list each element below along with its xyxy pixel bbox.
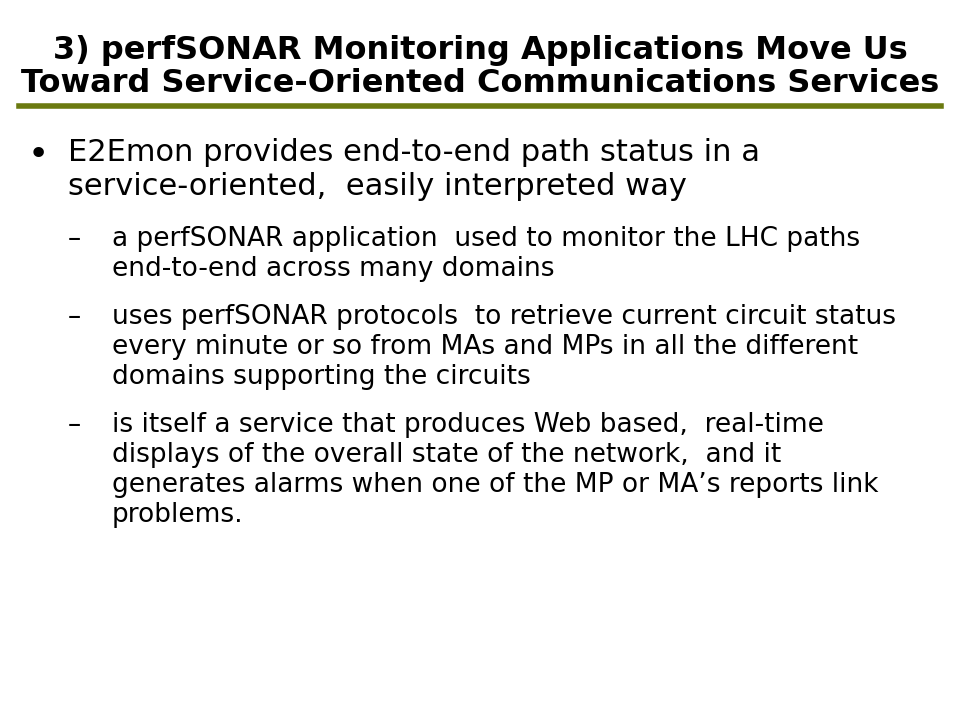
Text: end-to-end across many domains: end-to-end across many domains bbox=[112, 256, 555, 282]
Text: –: – bbox=[68, 226, 82, 252]
Text: E2Emon provides end-to-end path status in a: E2Emon provides end-to-end path status i… bbox=[68, 138, 760, 167]
Text: –: – bbox=[68, 304, 82, 330]
Text: Toward Service-Oriented Communications Services: Toward Service-Oriented Communications S… bbox=[21, 68, 939, 99]
Text: displays of the overall state of the network,  and it: displays of the overall state of the net… bbox=[112, 442, 781, 468]
Text: •: • bbox=[28, 138, 49, 172]
Text: 3) perfSONAR Monitoring Applications Move Us: 3) perfSONAR Monitoring Applications Mov… bbox=[53, 35, 907, 66]
Text: a perfSONAR application  used to monitor the LHC paths: a perfSONAR application used to monitor … bbox=[112, 226, 860, 252]
Text: –: – bbox=[68, 412, 82, 438]
Text: uses perfSONAR protocols  to retrieve current circuit status: uses perfSONAR protocols to retrieve cur… bbox=[112, 304, 896, 330]
Text: service-oriented,  easily interpreted way: service-oriented, easily interpreted way bbox=[68, 172, 686, 201]
Text: domains supporting the circuits: domains supporting the circuits bbox=[112, 364, 531, 390]
Text: every minute or so from MAs and MPs in all the different: every minute or so from MAs and MPs in a… bbox=[112, 334, 858, 360]
Text: problems.: problems. bbox=[112, 502, 244, 528]
Text: generates alarms when one of the MP or MA’s reports link: generates alarms when one of the MP or M… bbox=[112, 472, 878, 498]
Text: is itself a service that produces Web based,  real-time: is itself a service that produces Web ba… bbox=[112, 412, 824, 438]
